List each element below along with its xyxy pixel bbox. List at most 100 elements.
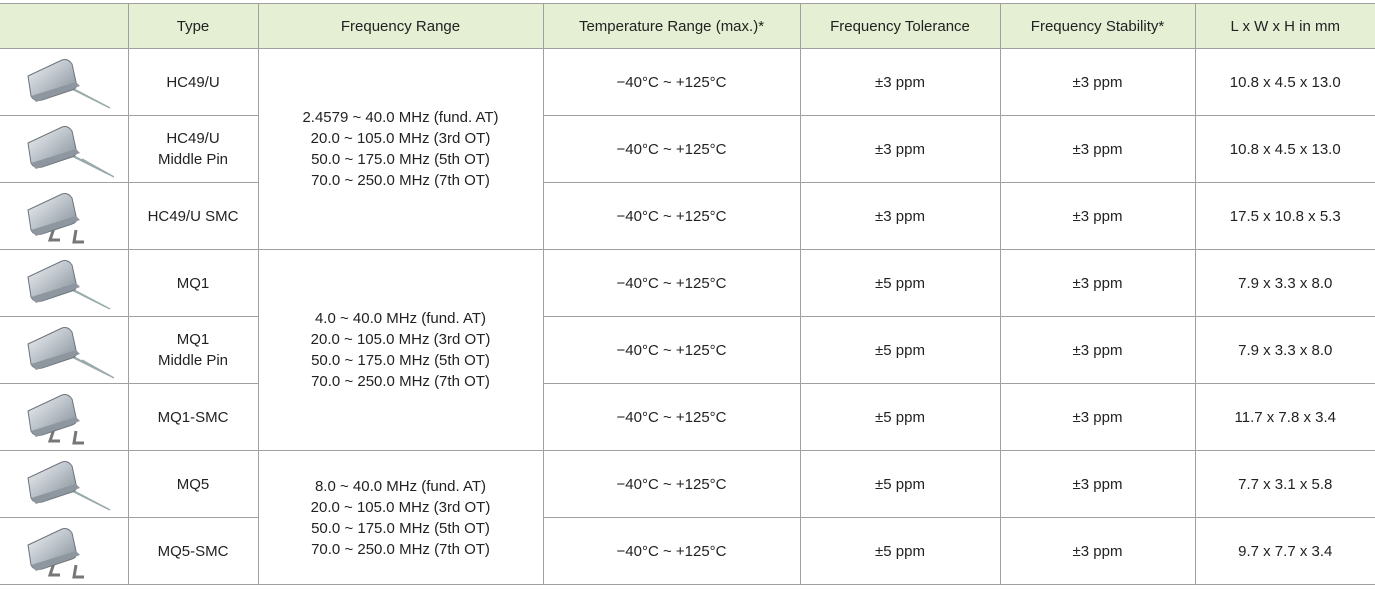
- frequency-line: 2.4579 ~ 40.0 MHz (fund. AT): [302, 109, 499, 126]
- dimensions-cell: 10.8 x 4.5 x 13.0: [1194, 115, 1375, 183]
- stability-cell: ±3 ppm: [999, 316, 1196, 384]
- type-cell: MQ1: [127, 249, 259, 317]
- temperature-cell: −40°C ~ +125°C: [542, 517, 801, 585]
- column-header: Frequency Tolerance: [799, 3, 1001, 49]
- product-row: HC49/U Middle Pin −40°C ~ +125°C ±3 ppm ±3 p…: [0, 115, 1375, 183]
- crystal-icon: [27, 528, 84, 579]
- frequency-range-cell: 4.0 ~ 40.0 MHz (fund. AT) 20.0 ~ 105.0 MH…: [257, 249, 544, 451]
- product-row: MQ1 4.0 ~ 40.0 MHz (fund. AT) 20.0 ~ 105.0…: [0, 249, 1375, 451]
- tolerance-cell: ±5 ppm: [799, 517, 1001, 585]
- stability-cell: ±3 ppm: [999, 383, 1196, 451]
- type-line: HC49/U: [166, 73, 220, 91]
- dimensions-cell: 7.7 x 3.1 x 5.8: [1194, 450, 1375, 518]
- tolerance-cell: ±3 ppm: [799, 115, 1001, 183]
- type-cell: HC49/U Middle Pin: [127, 115, 259, 183]
- type-cell: MQ1 Middle Pin: [127, 316, 259, 384]
- image-cell: [0, 249, 129, 317]
- image-cell: [0, 517, 129, 585]
- crystal-icon: [27, 126, 114, 178]
- frequency-line: 50.0 ~ 175.0 MHz (5th OT): [311, 352, 490, 369]
- stability-cell: ±3 ppm: [999, 517, 1196, 585]
- column-header: Type: [127, 3, 259, 49]
- frequency-line: 4.0 ~ 40.0 MHz (fund. AT): [314, 310, 487, 327]
- dimensions-cell: 10.8 x 4.5 x 13.0: [1194, 48, 1375, 116]
- temperature-cell: −40°C ~ +125°C: [542, 182, 801, 250]
- frequency-line: 50.0 ~ 175.0 MHz (5th OT): [311, 151, 490, 168]
- frequency-line: 70.0 ~ 250.0 MHz (7th OT): [311, 540, 490, 558]
- column-header: Frequency Range: [257, 3, 544, 49]
- type-line: MQ5: [176, 475, 210, 493]
- column-header: Temperature Range (max.)*: [542, 3, 801, 49]
- frequency-range-cell: 8.0 ~ 40.0 MHz (fund. AT) 20.0 ~ 105.0 MH…: [257, 450, 544, 585]
- frequency-line: 20.0 ~ 105.0 MHz (3rd OT): [310, 331, 491, 348]
- frequency-line: 50.0 ~ 175.0 MHz (5th OT): [311, 519, 490, 537]
- product-table: Type Frequency Range Temperature Range (ma…: [0, 3, 1375, 585]
- temperature-cell: −40°C ~ +125°C: [542, 249, 801, 317]
- type-cell: MQ1-SMC: [127, 383, 259, 451]
- product-row: MQ5 8.0 ~ 40.0 MHz (fund. AT) 20.0 ~ 105.0…: [0, 450, 1375, 585]
- image-header: [0, 3, 129, 49]
- dimensions-cell: 7.9 x 3.3 x 8.0: [1194, 316, 1375, 384]
- column-header: Frequency Stability*: [999, 3, 1196, 49]
- dimensions-cell: 17.5 x 10.8 x 5.3: [1194, 182, 1375, 250]
- frequency-line: 70.0 ~ 250.0 MHz (7th OT): [311, 172, 490, 189]
- image-cell: [0, 115, 129, 183]
- product-row: HC49/U SMC −40°C ~ +125°C ±3 ppm ±3 ppm 17.5…: [0, 182, 1375, 250]
- dimensions-cell: 11.7 x 7.8 x 3.4: [1194, 383, 1375, 451]
- frequency-line: 20.0 ~ 105.0 MHz (3rd OT): [310, 498, 491, 516]
- temperature-cell: −40°C ~ +125°C: [542, 450, 801, 518]
- type-line: HC49/U: [166, 130, 220, 147]
- dimensions-cell: 7.9 x 3.3 x 8.0: [1194, 249, 1375, 317]
- type-line: HC49/U SMC: [147, 207, 239, 225]
- tolerance-cell: ±5 ppm: [799, 249, 1001, 317]
- type-line: MQ1-SMC: [157, 408, 229, 426]
- stability-cell: ±3 ppm: [999, 249, 1196, 317]
- type-cell: MQ5: [127, 450, 259, 518]
- image-cell: [0, 450, 129, 518]
- type-cell: HC49/U: [127, 48, 259, 116]
- stability-cell: ±3 ppm: [999, 182, 1196, 250]
- temperature-cell: −40°C ~ +125°C: [542, 316, 801, 384]
- image-cell: [0, 182, 129, 250]
- page: Type Frequency Range Temperature Range (ma…: [0, 3, 1375, 589]
- type-line: MQ5-SMC: [157, 542, 229, 560]
- type-line: Middle Pin: [157, 352, 229, 369]
- crystal-icon: [27, 260, 111, 310]
- image-cell: [0, 48, 129, 116]
- crystal-icon: [27, 327, 114, 379]
- column-header: L x W x H in mm: [1194, 3, 1375, 49]
- temperature-cell: −40°C ~ +125°C: [542, 48, 801, 116]
- product-row: MQ1 Middle Pin −40°C ~ +125°C ±5 ppm ±3 ppm 7…: [0, 316, 1375, 384]
- tolerance-cell: ±3 ppm: [799, 182, 1001, 250]
- image-cell: [0, 316, 129, 384]
- tolerance-cell: ±5 ppm: [799, 316, 1001, 384]
- type-line: MQ1: [176, 331, 210, 348]
- frequency-line: 70.0 ~ 250.0 MHz (7th OT): [311, 373, 490, 390]
- type-line: MQ1: [176, 274, 210, 292]
- tolerance-cell: ±5 ppm: [799, 383, 1001, 451]
- product-row: MQ5-SMC −40°C ~ +125°C ±5 ppm ±3 ppm 9.7 x 7…: [0, 517, 1375, 585]
- crystal-icon: [27, 59, 111, 109]
- type-cell: MQ5-SMC: [127, 517, 259, 585]
- dimensions-cell: 9.7 x 7.7 x 3.4: [1194, 517, 1375, 585]
- stability-cell: ±3 ppm: [999, 115, 1196, 183]
- image-cell: [0, 383, 129, 451]
- type-line: Middle Pin: [157, 151, 229, 168]
- temperature-cell: −40°C ~ +125°C: [542, 115, 801, 183]
- product-row: HC49/U 2.4579 ~ 40.0 MHz (fund. AT) 20.0 ~…: [0, 48, 1375, 250]
- frequency-line: 20.0 ~ 105.0 MHz (3rd OT): [310, 130, 491, 147]
- stability-cell: ±3 ppm: [999, 48, 1196, 116]
- frequency-line: 8.0 ~ 40.0 MHz (fund. AT): [314, 477, 487, 495]
- product-row: MQ1-SMC −40°C ~ +125°C ±5 ppm ±3 ppm 11.7 x …: [0, 383, 1375, 451]
- stability-cell: ±3 ppm: [999, 450, 1196, 518]
- crystal-icon: [27, 394, 84, 445]
- tolerance-cell: ±5 ppm: [799, 450, 1001, 518]
- frequency-range-cell: 2.4579 ~ 40.0 MHz (fund. AT) 20.0 ~ 105.0…: [257, 48, 544, 250]
- temperature-cell: −40°C ~ +125°C: [542, 383, 801, 451]
- header-row: Type Frequency Range Temperature Range (ma…: [0, 3, 1375, 49]
- table-body: HC49/U 2.4579 ~ 40.0 MHz (fund. AT) 20.0 ~…: [0, 48, 1375, 585]
- crystal-icon: [27, 461, 111, 511]
- type-cell: HC49/U SMC: [127, 182, 259, 250]
- tolerance-cell: ±3 ppm: [799, 48, 1001, 116]
- crystal-icon: [27, 193, 84, 244]
